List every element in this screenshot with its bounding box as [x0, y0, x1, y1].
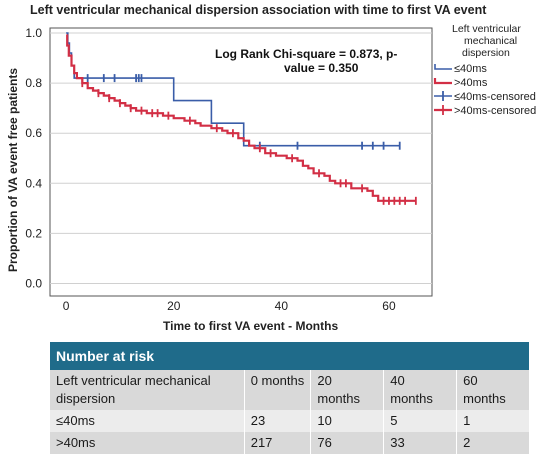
logrank-annotation-line1: Log Rank Chi-square = 0.873, p-	[215, 47, 397, 61]
risk-table-title-row: Number at risk	[50, 342, 530, 370]
risk-header-group: Left ventricular mechanical dispersion	[50, 370, 245, 410]
risk-cell-group: ≤40ms	[50, 410, 245, 432]
risk-cell-0m: 217	[244, 432, 312, 454]
km-survival-chart: Left ventricular mechanical dispersion a…	[6, 3, 536, 333]
chart-title: Left ventricular mechanical dispersion a…	[30, 3, 487, 17]
x-axis-label: Time to first VA event - Months	[163, 319, 338, 333]
legend-label: ≤40ms-censored	[454, 91, 536, 103]
x-tick-label: 0	[63, 299, 70, 313]
y-tick-label: 0.4	[25, 176, 42, 190]
legend: Left ventricular mechanical dispersion ≤…	[433, 23, 536, 117]
y-tick-label: 0.0	[25, 276, 42, 290]
y-tick-labels: 0.0 0.2 0.4 0.6 0.8 1.0	[25, 26, 42, 290]
risk-table-title: Number at risk	[50, 342, 530, 370]
risk-cell-60m: 1	[456, 410, 530, 432]
risk-row-le40: ≤40ms 23 10 5 1	[50, 410, 530, 432]
legend-item: >40ms	[433, 77, 488, 89]
y-tick-label: 0.2	[25, 226, 42, 240]
legend-item: >40ms-censored	[434, 105, 536, 117]
legend-item: ≤40ms	[434, 63, 487, 75]
y-tick-label: 1.0	[25, 26, 42, 40]
risk-header-60m: 60 months	[456, 370, 530, 410]
legend-label: ≤40ms	[454, 63, 487, 75]
risk-cell-20m: 10	[310, 410, 385, 432]
y-tick-label: 0.8	[25, 76, 42, 90]
legend-label: >40ms	[454, 77, 488, 89]
legend-title-line1: Left ventricular	[452, 23, 521, 35]
series-gt40ms	[66, 34, 417, 205]
y-gridlines	[50, 32, 432, 284]
legend-title-line2: mechanical	[464, 35, 517, 47]
risk-cell-group: >40ms	[50, 432, 245, 454]
x-tick-label: 40	[275, 299, 289, 313]
risk-cell-60m: 2	[456, 432, 530, 454]
plot-frame	[49, 27, 433, 297]
y-axis-label: Proportion of VA event free patients	[6, 68, 20, 272]
risk-header-40m: 40 months	[383, 370, 458, 410]
x-tick-label: 20	[167, 299, 181, 313]
series-layer	[66, 32, 417, 205]
risk-cell-0m: 23	[244, 410, 312, 432]
legend-label: >40ms-censored	[454, 105, 536, 117]
risk-header-20m: 20 months	[310, 370, 385, 410]
x-tick-label: 60	[382, 299, 396, 313]
risk-cell-40m: 33	[383, 432, 458, 454]
legend-items: ≤40ms >40ms ≤40ms-censored >40ms-censored	[433, 63, 536, 117]
legend-swatch	[433, 78, 452, 85]
plot-area: 0.0 0.2 0.4 0.6 0.8 1.0 0 20 40 60	[25, 26, 433, 313]
risk-cell-40m: 5	[383, 410, 458, 432]
logrank-annotation-line2: value = 0.350	[284, 61, 359, 75]
legend-title-line3: dispersion	[462, 47, 510, 59]
risk-row-gt40: >40ms 217 76 33 2	[50, 432, 530, 454]
number-at-risk-table: Number at risk Left ventricular mechanic…	[50, 342, 530, 454]
risk-header-0m: 0 months	[244, 370, 312, 410]
legend-item: ≤40ms-censored	[434, 91, 536, 103]
y-tick-label: 0.6	[25, 126, 42, 140]
risk-table-header-row: Left ventricular mechanical dispersion 0…	[50, 370, 530, 410]
x-tick-labels: 0 20 40 60	[63, 299, 396, 313]
risk-cell-20m: 76	[310, 432, 385, 454]
legend-swatch	[434, 64, 452, 70]
